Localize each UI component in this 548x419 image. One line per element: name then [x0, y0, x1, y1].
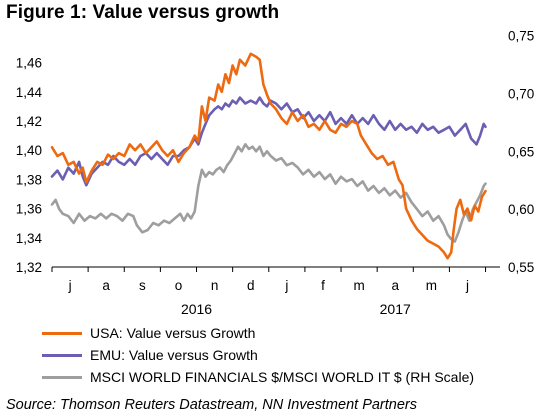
- legend-label-emu: EMU: Value versus Growth: [90, 347, 258, 363]
- month-label: j: [68, 278, 72, 293]
- x-axis-ticks: [51, 267, 487, 272]
- right-tick-label: 0,75: [508, 29, 534, 44]
- month-label: f: [321, 278, 325, 293]
- legend-item-emu: EMU: Value versus Growth: [42, 344, 474, 366]
- legend-label-usa: USA: Value versus Growth: [90, 325, 256, 341]
- series-line-msci: [50, 143, 487, 243]
- legend-swatch-usa: [42, 331, 82, 335]
- right-tick-label: 0,70: [508, 86, 534, 101]
- right-tick-label: 0,55: [508, 260, 534, 275]
- left-tick-label: 1,34: [16, 231, 43, 246]
- month-label: s: [139, 278, 146, 293]
- month-label: a: [102, 278, 110, 293]
- left-tick-label: 1,32: [16, 260, 42, 275]
- right-axis-ticks: 0,55 0,60 0,65 0,70 0,75: [508, 29, 534, 275]
- series-line-emu: [50, 96, 487, 187]
- month-label: a: [391, 278, 399, 293]
- left-tick-label: 1,38: [16, 172, 42, 187]
- line-chart: 1,32 1,34 1,36 1,38 1,40 1,42 1,44 1,46 0,55 0,6…: [16, 29, 535, 317]
- year-label: 2016: [181, 301, 212, 317]
- legend-item-msci: MSCI WORLD FINANCIALS $/MSCI WORLD IT $ …: [42, 366, 474, 388]
- series-layer: [50, 52, 487, 260]
- series-line-usa: [50, 52, 487, 260]
- month-label: n: [211, 278, 219, 293]
- left-axis-ticks: 1,32 1,34 1,36 1,38 1,40 1,42 1,44 1,46: [16, 56, 43, 275]
- left-tick-label: 1,36: [16, 202, 42, 217]
- month-label: d: [247, 278, 255, 293]
- left-tick-label: 1,44: [16, 85, 43, 100]
- year-labels: 2016 2017: [181, 301, 411, 317]
- month-label: m: [353, 278, 364, 293]
- left-tick-label: 1,40: [16, 143, 42, 158]
- month-label: o: [175, 278, 183, 293]
- year-label: 2017: [380, 301, 411, 317]
- right-tick-label: 0,60: [508, 202, 534, 217]
- month-label: m: [426, 278, 437, 293]
- left-tick-label: 1,46: [16, 56, 42, 71]
- month-label: j: [284, 278, 288, 293]
- right-tick-label: 0,65: [508, 144, 534, 159]
- source-note: Source: Thomson Reuters Datastream, NN I…: [6, 397, 417, 413]
- legend-item-usa: USA: Value versus Growth: [42, 322, 474, 344]
- legend-swatch-emu: [42, 353, 82, 357]
- legend-label-msci: MSCI WORLD FINANCIALS $/MSCI WORLD IT $ …: [90, 369, 475, 385]
- chart-title: Figure 1: Value versus growth: [6, 2, 280, 23]
- month-label: j: [465, 278, 469, 293]
- legend-swatch-msci: [42, 375, 82, 379]
- legend: USA: Value versus Growth EMU: Value vers…: [42, 322, 474, 388]
- left-tick-label: 1,42: [16, 114, 42, 129]
